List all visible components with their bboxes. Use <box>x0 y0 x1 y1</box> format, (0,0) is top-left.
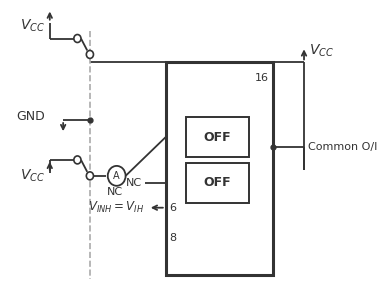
Text: Common O/I: Common O/I <box>308 142 378 152</box>
Circle shape <box>86 50 93 58</box>
Text: $V_{CC}$: $V_{CC}$ <box>309 42 334 59</box>
Text: GND: GND <box>16 110 45 123</box>
Text: $V_{INH} = V_{IH}$: $V_{INH} = V_{IH}$ <box>88 200 144 215</box>
Text: A: A <box>113 171 120 181</box>
Circle shape <box>74 156 81 164</box>
Text: 16: 16 <box>255 73 269 83</box>
Text: NC: NC <box>107 187 123 197</box>
Text: $V_{CC}$: $V_{CC}$ <box>20 168 45 184</box>
Text: 8: 8 <box>169 232 177 242</box>
Bar <box>166 62 273 275</box>
Circle shape <box>86 172 93 180</box>
Circle shape <box>108 166 126 186</box>
Text: 6: 6 <box>169 203 176 213</box>
Text: NC: NC <box>126 178 142 188</box>
Text: $V_{CC}$: $V_{CC}$ <box>20 17 45 34</box>
Circle shape <box>74 35 81 43</box>
Text: OFF: OFF <box>204 130 231 143</box>
Bar <box>186 117 249 157</box>
Text: OFF: OFF <box>204 176 231 189</box>
Bar <box>186 163 249 203</box>
